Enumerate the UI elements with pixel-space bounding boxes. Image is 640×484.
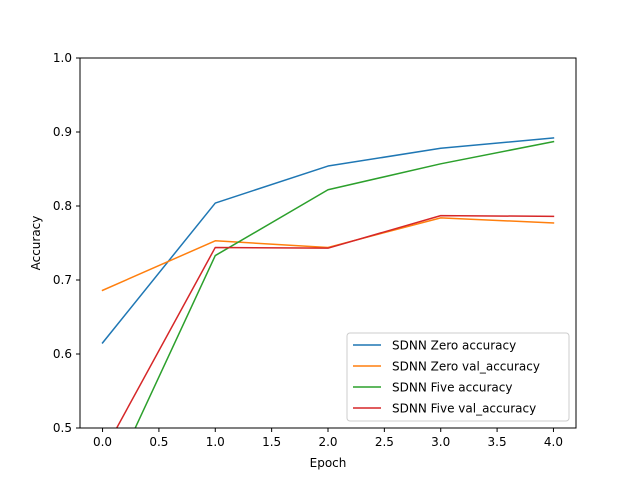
y-axis-label: Accuracy [29,216,43,271]
y-tick-label: 0.6 [53,347,72,361]
y-axis: 0.5 0.6 0.7 0.8 0.9 1.0 [53,51,80,435]
x-tick-label: 1.5 [262,435,281,449]
x-tick-label: 2.5 [375,435,394,449]
y-tick-label: 1.0 [53,51,72,65]
x-tick-label: 3.0 [431,435,450,449]
series-line-sdnn-zero-accuracy [101,137,555,344]
x-axis: 0.0 0.5 1.0 1.5 2.0 2.5 3.0 3.5 4.0 [93,428,563,449]
y-tick-label: 0.7 [53,273,72,287]
y-tick-label: 0.8 [53,199,72,213]
legend-label: SDNN Five val_accuracy [392,402,536,416]
x-tick-label: 3.5 [488,435,507,449]
x-tick-label: 1.0 [206,435,225,449]
x-tick-label: 4.0 [544,435,563,449]
x-tick-label: 0.0 [93,435,112,449]
y-tick-label: 0.5 [53,421,72,435]
x-tick-label: 0.5 [149,435,168,449]
legend: SDNN Zero accuracy SDNN Zero val_accuracy… [346,332,570,422]
y-tick-label: 0.9 [53,125,72,139]
series-line-sdnn-five-val-accuracy [115,214,555,428]
legend-label: SDNN Five accuracy [392,381,512,395]
legend-box [346,332,570,422]
legend-label: SDNN Zero val_accuracy [392,360,540,374]
series-line-sdnn-five-accuracy [134,140,555,428]
x-axis-label: Epoch [310,456,347,470]
series-layer [101,137,555,428]
x-tick-label: 2.0 [318,435,337,449]
legend-label: SDNN Zero accuracy [392,339,516,353]
